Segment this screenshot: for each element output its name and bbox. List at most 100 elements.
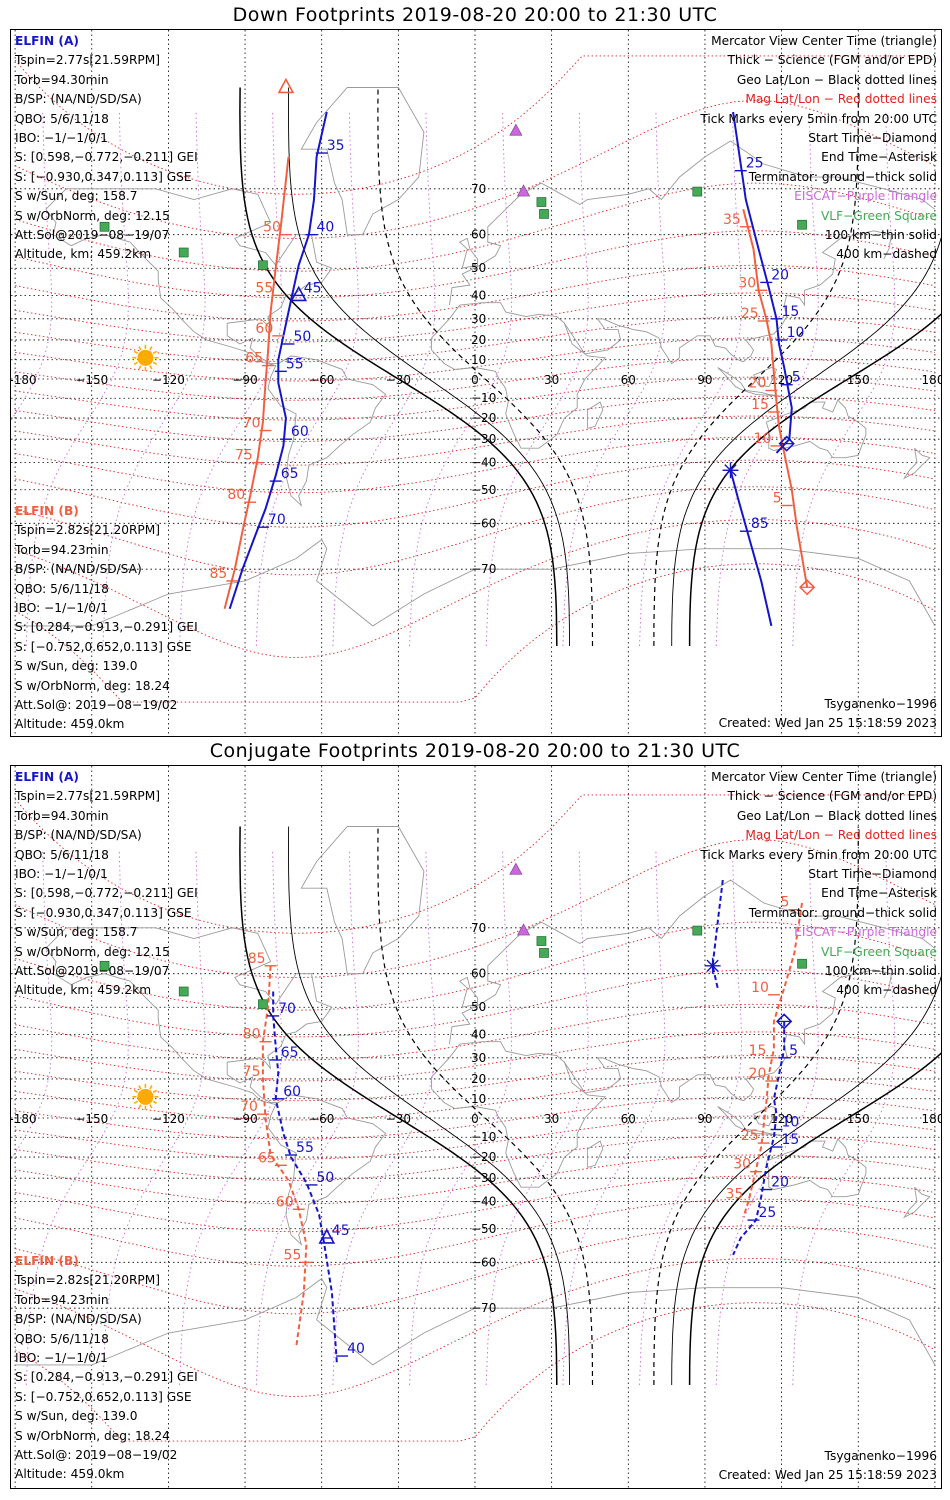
elfin-a-info-line: Torb=94.30min <box>15 808 109 823</box>
lon-tick-label: 150 <box>847 373 870 387</box>
sun-ray <box>133 1100 139 1105</box>
mag-lon-line <box>11 111 53 422</box>
elfin-a-view-triangle-icon <box>318 1228 336 1244</box>
elfin-b-info-line: S: [−0.752,0.652,0.113] GSE <box>15 639 192 654</box>
legend-item: Geo Lat/Lon − Black dotted lines <box>736 72 937 87</box>
legend: Mercator View Center Time (triangle) Thi… <box>700 768 937 1001</box>
elfin-b-view-triangle-icon <box>277 77 295 94</box>
lon-tick-label: 0 <box>471 373 479 387</box>
sun-disk <box>137 349 154 366</box>
mag-lon-line <box>255 111 359 647</box>
lon-tick-label: −150 <box>75 373 108 387</box>
elfin-b-tick-label: 75 <box>243 1064 261 1080</box>
vlf-square-icon <box>692 186 703 197</box>
model-label: Tsyganenko−1996 <box>824 697 937 711</box>
elfin-a-tick-label: 70 <box>278 1001 296 1017</box>
lat-tick-label: 30 <box>471 312 486 326</box>
elfin-b-info-line: S: [0.284,−0.913,−0.291] GEI <box>15 620 198 635</box>
elfin-a-start-diamond-icon <box>778 435 795 452</box>
vlf-square-icon <box>797 219 807 230</box>
elfin-a-info-line: Torb=94.30min <box>15 72 109 87</box>
coastline <box>586 1140 604 1168</box>
lon-tick-label: -180 <box>11 1112 37 1126</box>
terminator-400km <box>377 826 594 1386</box>
lat-tick-label: −40 <box>471 1195 496 1209</box>
terminator <box>239 87 941 647</box>
lon-tick-label: 180 <box>922 373 941 387</box>
elfin-a-tick-label: 20 <box>771 1175 789 1191</box>
elfin-a-tick-label: 70 <box>268 512 286 528</box>
elfin-a-tick-label: 10 <box>787 325 805 341</box>
coastline <box>300 826 425 975</box>
coastline <box>448 140 936 306</box>
panel-title-down: Down Footprints 2019-08-20 20:00 to 21:3… <box>232 4 718 26</box>
mag-lat-line <box>15 1175 935 1233</box>
elfin-b-track <box>223 156 290 610</box>
sun-ray <box>133 361 139 366</box>
elfin-a-tick-label: 10 <box>781 1114 799 1130</box>
elfin-a-info-line: B/SP: (NA/ND/SD/SA) <box>15 92 142 107</box>
sun-ray <box>152 350 158 355</box>
vlf-square-icon <box>258 260 268 271</box>
coastline <box>45 188 387 507</box>
lon-tick-label: 90 <box>697 1112 712 1126</box>
mag-lat-line <box>15 1198 935 1267</box>
coastline <box>902 447 931 480</box>
elfin-b-tick-label: 70 <box>240 1099 258 1115</box>
elfin-b-info-line: QBO: 5/6/11/18 <box>15 1331 109 1346</box>
elfin-b-info-line: S w/OrbNorm, deg: 18.24 <box>15 678 170 693</box>
elfin-b-tick-label: 50 <box>263 220 281 236</box>
mag-lat-line <box>14 794 936 934</box>
eiscat-triangle-icon <box>509 123 523 136</box>
elfin-a-info: ELFIN (A) Tspin=2.77s[21.59RPM] Torb=94.… <box>15 32 198 265</box>
lat-tick-label: 70 <box>471 921 486 935</box>
elfin-b-tick-label: 80 <box>243 1027 261 1043</box>
vlf-square-icon <box>536 936 547 946</box>
elfin-a-tick-label: 50 <box>316 1170 334 1186</box>
lat-tick-label: 60 <box>471 228 486 242</box>
legend-item: 100 km−thin solid <box>824 228 937 243</box>
vlf-square-icon <box>178 247 189 258</box>
elfin-b-tick-label: 35 <box>723 212 741 228</box>
terminator-100km <box>671 975 941 1386</box>
lon-tick-label: −90 <box>232 373 257 387</box>
panel-title-conjugate: Conjugate Footprints 2019-08-20 20:00 to… <box>209 740 741 762</box>
sun-ray <box>149 365 153 370</box>
elfin-a-end-asterisk-icon <box>706 959 719 972</box>
vlf-square-icon <box>99 221 110 232</box>
coastline <box>45 927 387 1246</box>
elfin-a-tick-label: 40 <box>316 220 334 236</box>
legend-item: Mercator View Center Time (triangle) <box>711 34 937 48</box>
elfin-b-tick-label: 5 <box>780 895 789 911</box>
lon-tick-label: 90 <box>697 373 712 387</box>
elfin-a-tick-label: 65 <box>281 1045 299 1061</box>
ground-stations <box>99 123 807 271</box>
legend-item: Start Time−Diamond <box>808 867 937 882</box>
mag-lat-line <box>14 230 936 299</box>
lat-tick-label: 20 <box>471 1072 486 1086</box>
elfin-b-info-line: Altitude: 459.0km <box>15 1467 125 1482</box>
lat-tick-label: −30 <box>471 432 496 446</box>
lat-tick-label: −30 <box>471 1171 496 1185</box>
elfin-b-tick-label: 30 <box>738 275 756 291</box>
elfin-a-tick-label: 45 <box>332 1223 350 1239</box>
elfin-b-tick-label: 60 <box>276 1194 294 1210</box>
mag-lat-line <box>14 969 936 1038</box>
elfin-b-info-line: Torb=94.23min <box>15 1292 109 1307</box>
ground-stations <box>99 862 807 1010</box>
elfin-a-track <box>729 470 773 627</box>
lat-tick-label: 40 <box>471 1027 486 1041</box>
lon-tick-label: 180 <box>922 1112 941 1126</box>
elfin-b-track <box>261 965 308 1348</box>
elfin-a-tick-label: 25 <box>746 156 764 172</box>
elfin-b-tick-label: 65 <box>258 1150 276 1166</box>
sun-ray <box>152 1100 158 1105</box>
elfin-b-info-line: QBO: 5/6/11/18 <box>15 581 109 596</box>
elfin-a-info-line: IBO: −1/−1/0/1 <box>15 867 108 882</box>
created-label: Created: Wed Jan 25 15:18:59 2023 <box>718 716 937 731</box>
elfin-a-info-line: S w/OrbNorm, deg: 12.15 <box>15 208 170 223</box>
map-canvas-down: -180−150−120−90−60−300306090120150180706… <box>11 30 941 736</box>
lon-tick-label: −60 <box>309 1112 334 1126</box>
lon-tick-label: −120 <box>152 1112 185 1126</box>
terminator-ground <box>688 313 941 647</box>
